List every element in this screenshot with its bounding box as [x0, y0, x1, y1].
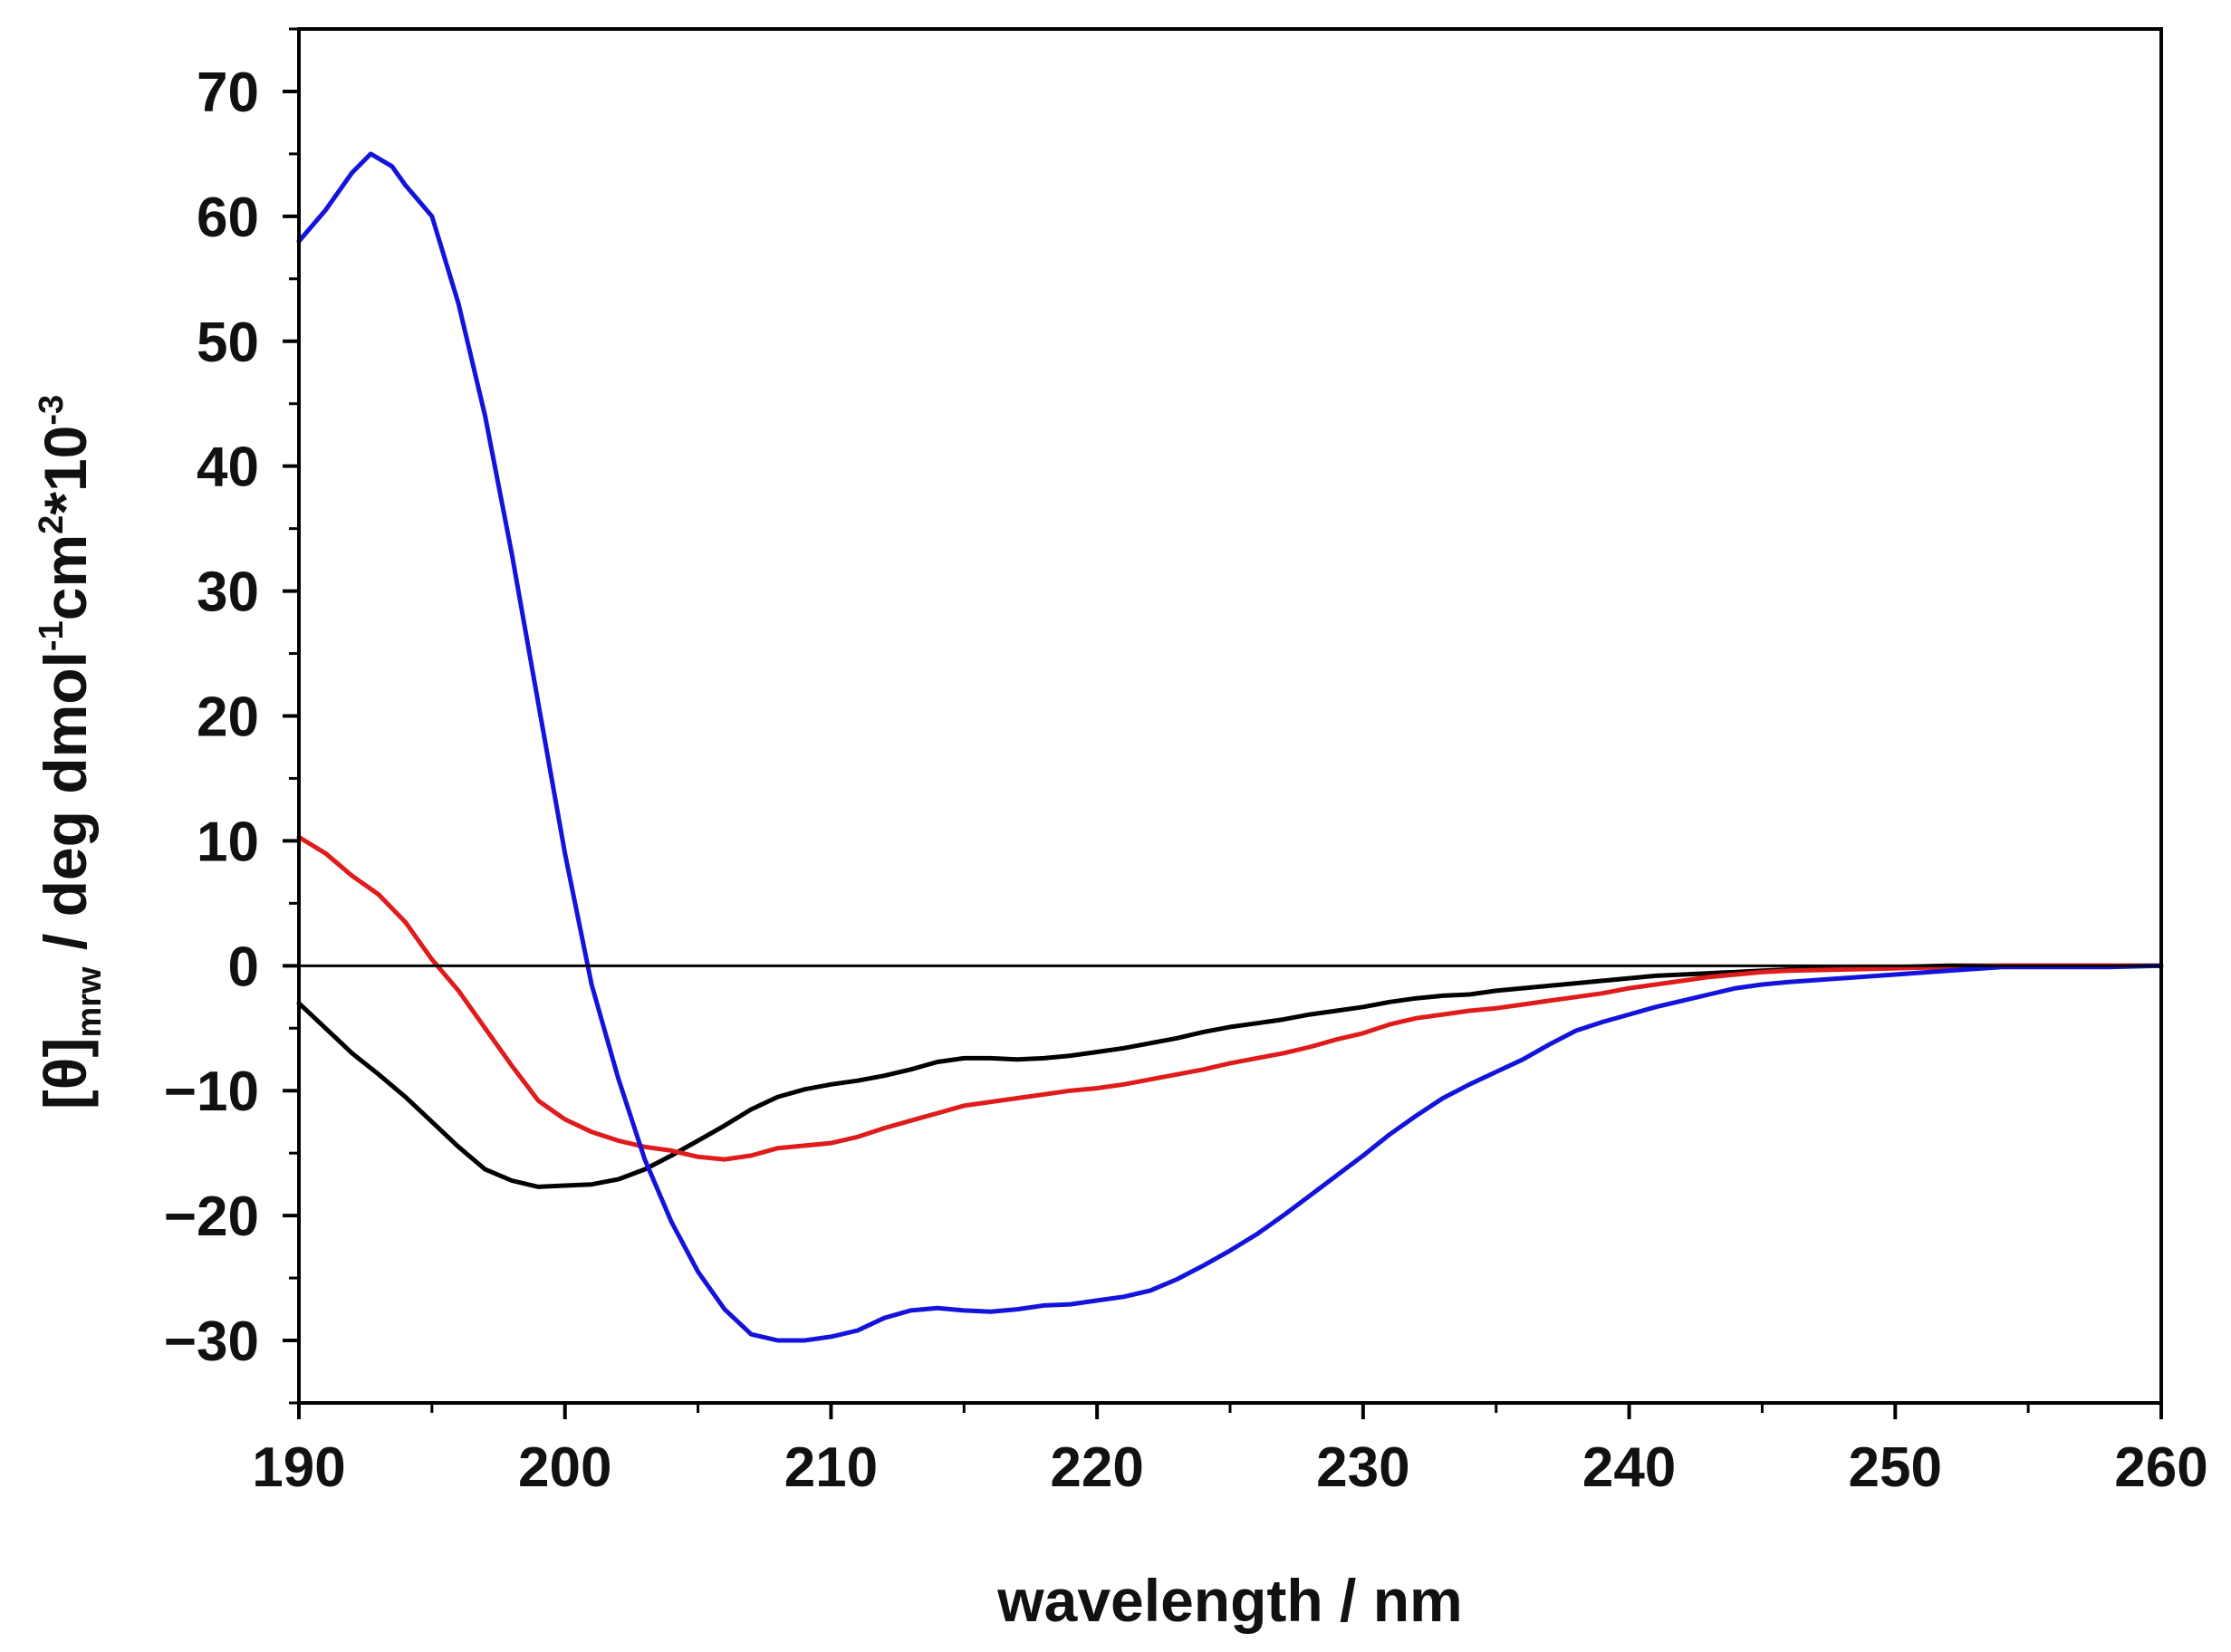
y-title-part2: cm: [32, 534, 99, 620]
y-title-part1: / deg dmol: [32, 651, 99, 966]
x-tick-label: 230: [1316, 1436, 1409, 1499]
x-tick-label: 210: [784, 1436, 878, 1499]
series-line-blue: [296, 151, 2164, 1343]
x-tick-label: 190: [252, 1436, 345, 1499]
y-tick-label: 50: [197, 312, 259, 374]
x-tick-label: 220: [1050, 1436, 1143, 1499]
y-tick-label: −30: [164, 1311, 259, 1373]
y-tick-label: 20: [197, 687, 259, 749]
y-title-sup2: 2: [33, 515, 71, 534]
y-tick-label: 30: [197, 562, 259, 624]
x-tick-label: 240: [1582, 1436, 1676, 1499]
y-title-subscript: mrw: [71, 966, 109, 1038]
y-tick-label: 40: [197, 437, 259, 499]
y-axis-title: [θ]mrw / deg dmol-1cm2*10-3: [32, 395, 109, 1109]
y-tick-label: −20: [164, 1186, 259, 1248]
y-tick-label: 10: [197, 811, 259, 873]
x-axis-ticks: 190 200 210 220 230 240 250 260: [252, 1403, 2208, 1499]
y-title-sup1: -1: [33, 620, 71, 651]
x-tick-label: 200: [518, 1436, 611, 1499]
series-layer: [296, 151, 2164, 1343]
y-title-main: [θ]: [32, 1038, 99, 1110]
y-tick-label: 70: [197, 62, 259, 124]
x-tick-label: 250: [1849, 1436, 1942, 1499]
y-axis-ticks: −30 −20 −10 0 10 20 30 40 50 60 70: [164, 27, 299, 1405]
y-tick-label: 0: [228, 936, 259, 998]
y-tick-label: 60: [197, 187, 259, 249]
y-tick-label: −10: [164, 1061, 259, 1123]
x-tick-label: 260: [2114, 1436, 2207, 1499]
y-title-sup3: -3: [33, 395, 71, 426]
series-line-red: [296, 834, 2164, 1162]
x-axis-title: wavelength / nm: [996, 1567, 1462, 1634]
series-line-black: [296, 963, 2164, 1189]
y-title-part3: *10: [32, 426, 99, 515]
